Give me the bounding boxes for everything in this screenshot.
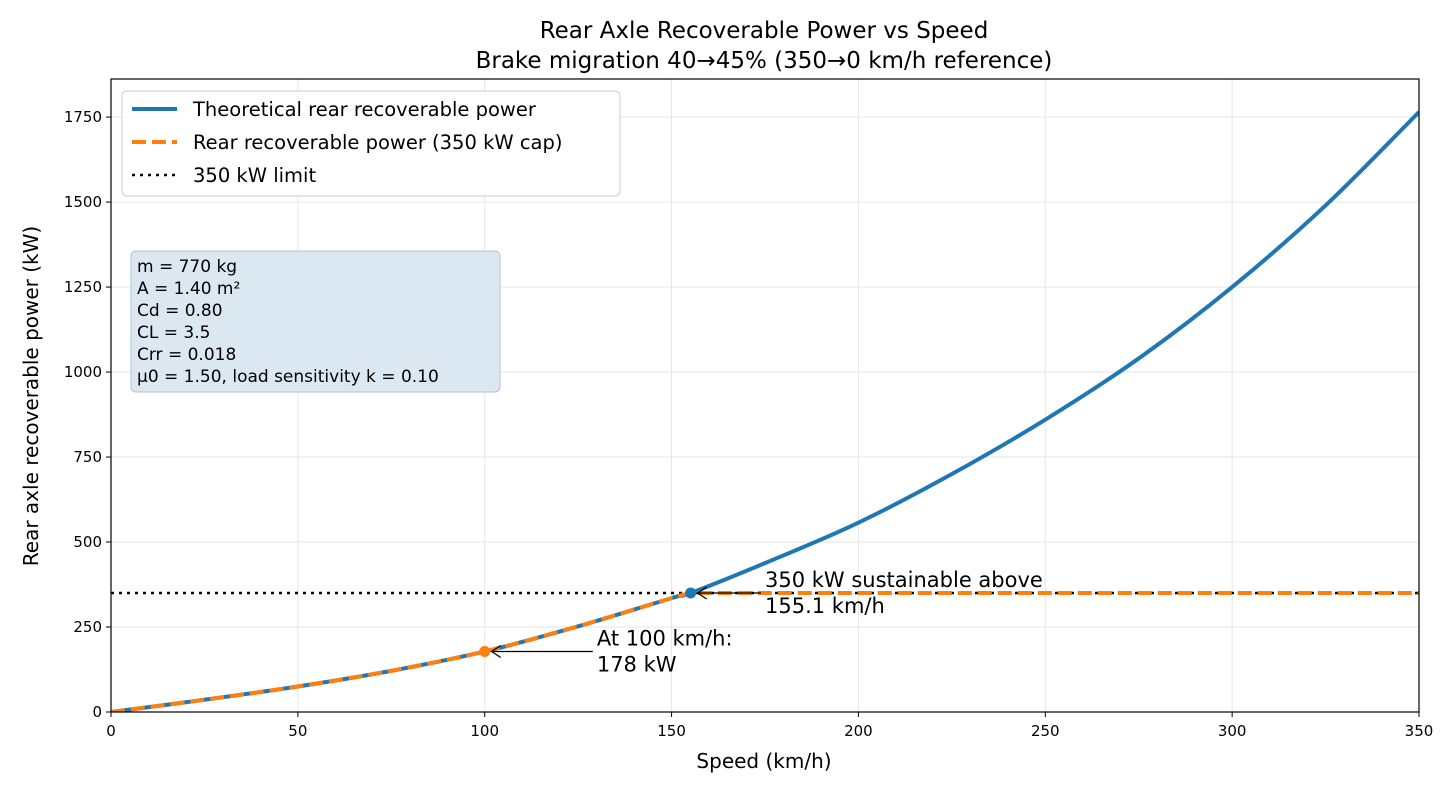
annotation-layer: At 100 km/h:178 kW 350 kW sustainable abo…: [490, 568, 1043, 676]
annotation-text: 155.1 km/h: [765, 594, 885, 618]
x-tick-label: 250: [1031, 722, 1060, 740]
x-tick-label: 100: [470, 722, 499, 740]
plot-frame: [110, 78, 1420, 713]
parameters-box-background: [130, 250, 501, 393]
legend-box: [121, 90, 621, 197]
y-tick-label: 1000: [64, 363, 102, 381]
x-tick-label: 300: [1218, 722, 1247, 740]
x-tick-label: 200: [844, 722, 873, 740]
series-capped-line: [111, 591, 1419, 712]
annotation-text: 350 kW sustainable above: [765, 568, 1043, 592]
y-tick-label: 500: [73, 533, 102, 551]
annotation-text: 178 kW: [597, 652, 677, 676]
parameter-mu: μ0 = 1.50, load sensitivity k = 0.10: [137, 367, 439, 387]
parameter-crr: Crr = 0.018: [137, 345, 236, 365]
parameters-box: m = 770 kg A = 1.40 m² Cd = 0.80 CL = 3.…: [130, 250, 501, 393]
x-axis-label: Speed (km/h): [696, 749, 831, 773]
legend: Theoretical rear recoverable power Rear …: [121, 90, 621, 197]
annotation-text: At 100 km/h:: [597, 626, 733, 650]
parameter-cl: CL = 3.5: [137, 323, 210, 343]
legend-label-limit: 350 kW limit: [193, 164, 316, 187]
y-tick-label: 1500: [64, 193, 102, 211]
data-point-marker: [479, 645, 491, 657]
legend-label-capped: Rear recoverable power (350 kW cap): [193, 131, 563, 154]
y-tick-label: 0: [92, 703, 102, 721]
chart-subtitle: Brake migration 40→45% (350→0 km/h refer…: [476, 48, 1053, 74]
chart-title: Rear Axle Recoverable Power vs Speed: [540, 18, 989, 44]
parameter-cd: Cd = 0.80: [137, 301, 223, 321]
x-tick-label: 0: [106, 722, 116, 740]
x-tick-label: 50: [288, 722, 307, 740]
y-tick-label: 1250: [64, 278, 102, 296]
x-tick-label: 350: [1405, 722, 1434, 740]
y-axis-label: Rear axle recoverable power (kW): [19, 226, 43, 566]
y-tick-label: 750: [73, 448, 102, 466]
legend-label-theoretical: Theoretical rear recoverable power: [192, 98, 537, 121]
y-tick-label: 1750: [64, 108, 102, 126]
annotation-arrow-head: [696, 586, 707, 600]
parameter-mass: m = 770 kg: [137, 257, 237, 277]
x-tick-label: 150: [657, 722, 686, 740]
series-layer: [111, 110, 1419, 712]
marker-layer: [479, 587, 697, 657]
data-point-marker: [685, 587, 697, 599]
gridlines: [110, 79, 1420, 713]
axis-ticks: 0 50 100 150 200 250 300 350 0 250 500 750 1000 1250 1…: [64, 108, 1434, 740]
parameter-area: A = 1.40 m²: [137, 279, 240, 299]
annotation-arrow-head: [490, 644, 502, 659]
y-tick-label: 250: [73, 618, 102, 636]
